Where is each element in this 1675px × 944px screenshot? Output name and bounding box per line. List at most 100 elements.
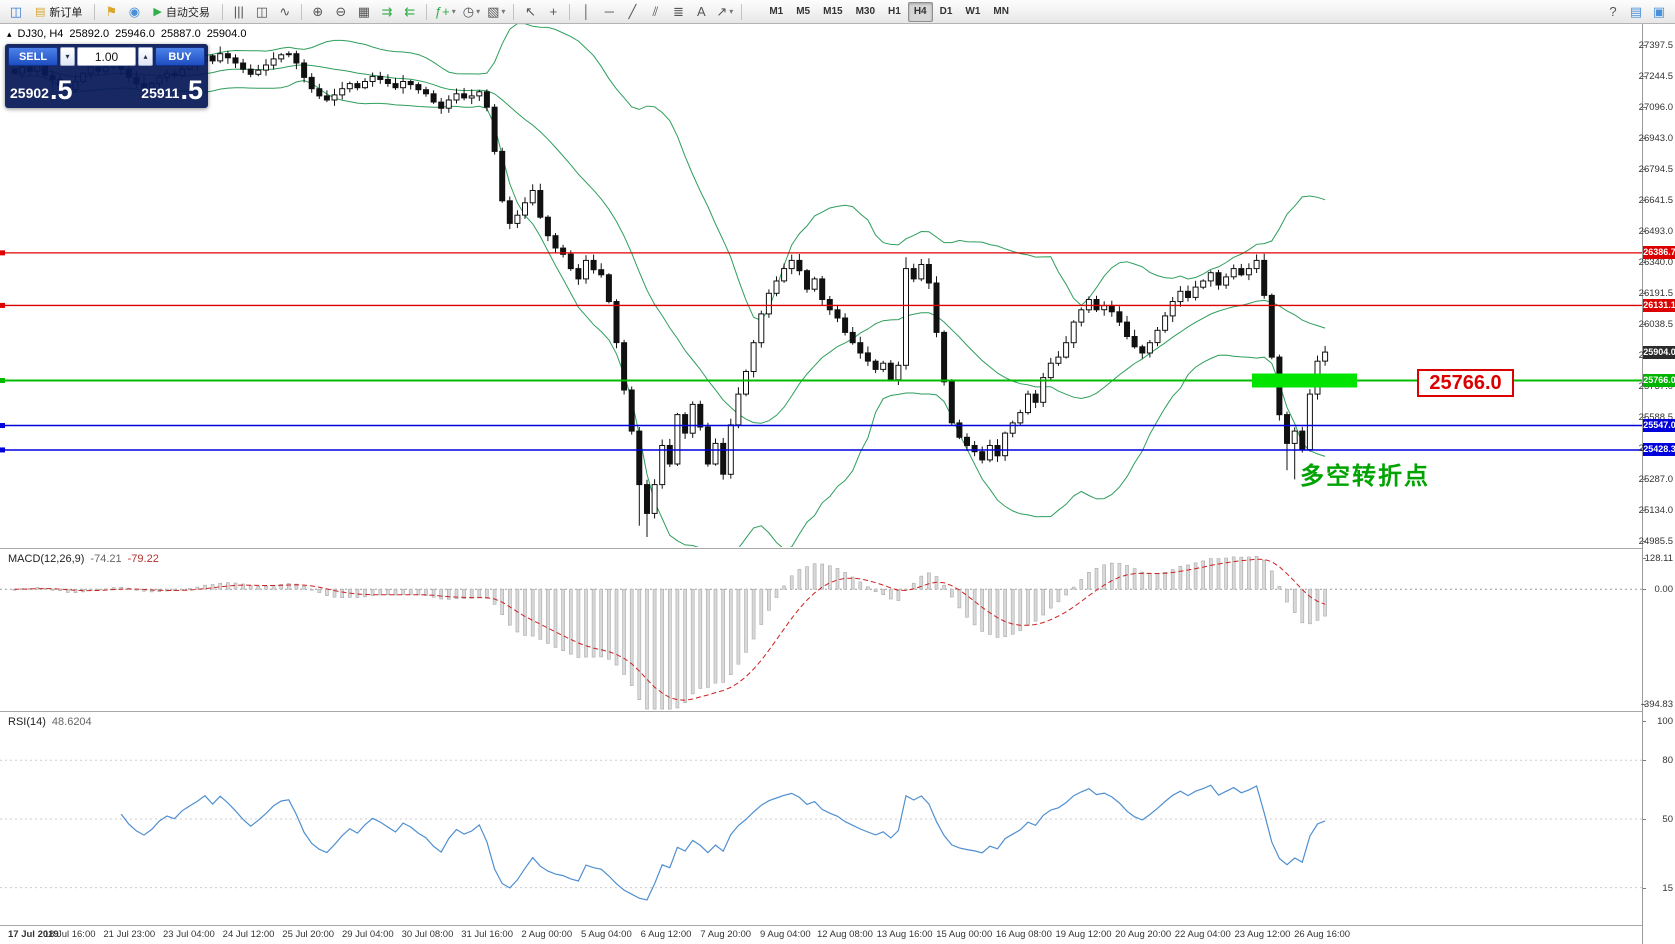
alerts-icon: ⚑ [105,3,118,19]
crosshair-icon[interactable]: + [542,2,564,22]
macd-bar [439,588,444,600]
candle-body [1253,259,1260,270]
macd-bar [363,588,367,598]
macd-bar [751,588,756,640]
panel-divider-rsi[interactable] [0,711,1675,712]
panel-divider-macd[interactable] [0,548,1675,549]
macd-bar [1003,588,1007,637]
volume-decrease-button[interactable]: ▾ [60,47,75,66]
price-tag-level: 25766.0 [1643,373,1675,387]
volume-increase-button[interactable]: ▴ [138,47,153,66]
candle-body [1299,430,1306,451]
level-line-anchor [0,302,5,308]
price-axis-tick [1643,169,1646,170]
timeframe-mn[interactable]: MN [987,2,1015,22]
macd-bar [431,588,436,598]
macd-bar [492,588,497,605]
horizontal-line-icon: ─ [604,4,614,19]
macd-bar [1056,588,1061,603]
macd-bar [1140,571,1145,590]
sell-price-frac: .5 [49,75,73,105]
timeframe-h1[interactable]: H1 [882,2,907,22]
macd-bar [264,585,268,590]
macd-panel[interactable] [0,550,1643,710]
macd-bar [706,588,710,688]
tile-windows-icon[interactable]: ▦ [353,2,375,22]
candle-body [308,76,315,90]
strategy-tester-icon[interactable]: ▣ [1648,2,1670,22]
buy-price[interactable]: 25911 .5 [107,77,203,104]
level-price-callout[interactable]: 25766.0 [1417,369,1514,397]
macd-bar [728,588,733,676]
sell-button[interactable]: SELL [8,47,58,66]
highlight-rectangle[interactable] [1252,373,1357,388]
timeframe-w1[interactable]: W1 [959,2,986,22]
tile-windows-icon: ▦ [357,3,371,19]
price-tag-current: 25904.0 [1643,345,1675,359]
bars-chart-type-icon[interactable]: ||| [228,2,250,22]
rsi-panel[interactable] [0,713,1643,925]
zoom-in-icon[interactable]: ⊕ [307,2,329,22]
timeframe-d1[interactable]: D1 [934,2,959,22]
auto-scroll-icon[interactable]: ⇉ [376,2,398,22]
candlestick-chart-type-icon[interactable]: ◫ [251,2,273,22]
line-chart-type-icon[interactable]: ∿ [274,2,296,22]
trendline-icon[interactable]: ╱ [621,2,643,22]
candle-body [857,342,864,354]
new-order-button[interactable]: ▤ 新订单 [28,2,89,22]
line-chart-type-icon: ∿ [279,3,291,19]
candle-body [209,55,216,62]
candle-body [514,214,521,224]
channel-icon[interactable]: ⫽ [644,2,666,22]
indicators-icon[interactable]: ƒ+ ▾ [432,2,459,22]
candle-body [1063,342,1070,358]
macd-bar [1018,588,1023,631]
candle-body [880,362,887,370]
timeframe-h4[interactable]: H4 [907,1,933,22]
app-chart-icon[interactable]: ◫ [5,2,27,22]
collapse-trade-panel-arrow[interactable]: ▴ [7,28,12,39]
text-icon[interactable]: A [690,2,712,22]
timeframe-m15[interactable]: M15 [817,2,848,22]
buy-button[interactable]: BUY [155,47,205,66]
community-icon[interactable]: ◉ [123,2,145,22]
chart-info: ▴ DJ30, H4 25892.0 25946.0 25887.0 25904… [7,28,246,40]
toolbar-separator [94,3,96,20]
auto-trading-button[interactable]: ▶ 自动交易 [146,2,216,22]
date-axis[interactable]: 17 Jul 2019 18 Jul 16:00 21 Jul 23:00 23 Ju… [0,926,1643,944]
timeframe-m5[interactable]: M5 [790,2,816,22]
vertical-line-icon[interactable]: │ [575,2,597,22]
periods-icon[interactable]: ◷ ▾ [460,2,483,22]
macd-bar [378,588,383,596]
data-window-icon[interactable]: ▤ [1625,2,1647,22]
arrows-icon[interactable]: ↗ ▾ [713,2,736,22]
turning-point-annotation[interactable]: 多空转折点 [1300,463,1430,490]
candle-body [613,301,620,344]
bars-chart-type-icon: ||| [233,4,244,19]
new-order-button-icon: ▤ [35,6,46,18]
date-axis-label: 24 Jul 12:00 [222,929,275,940]
macd-bar [43,587,47,590]
help-icon[interactable]: ? [1602,2,1624,22]
zoom-out-icon[interactable]: ⊖ [330,2,352,22]
cursor-icon[interactable]: ↖ [519,2,541,22]
sell-price[interactable]: 25902 .5 [10,77,107,104]
macd-bar [1163,571,1167,590]
chart-shift-icon[interactable]: ⇇ [399,2,421,22]
templates-icon[interactable]: ▧ ▾ [484,2,508,22]
candle-body [575,268,582,280]
volume-input[interactable] [77,47,136,66]
macd-bar [911,582,916,590]
date-axis-label: 31 Jul 16:00 [461,929,513,940]
price-axis[interactable]: 27397.5 27244.5 27096.0 26943.0 26794.5 26641… [1639,24,1675,944]
timeframe-m30[interactable]: M30 [850,2,881,22]
timeframe-m1[interactable]: M1 [763,2,789,22]
macd-bar [1224,557,1228,590]
fibonacci-icon[interactable]: ≣ [667,2,689,22]
auto-trading-button-icon: ▶ [153,6,162,18]
macd-bar [203,584,207,590]
macd-bar [1033,588,1038,622]
horizontal-line-icon[interactable]: ─ [598,2,620,22]
alerts-icon[interactable]: ⚑ [100,2,122,22]
macd-bar [1186,564,1190,590]
